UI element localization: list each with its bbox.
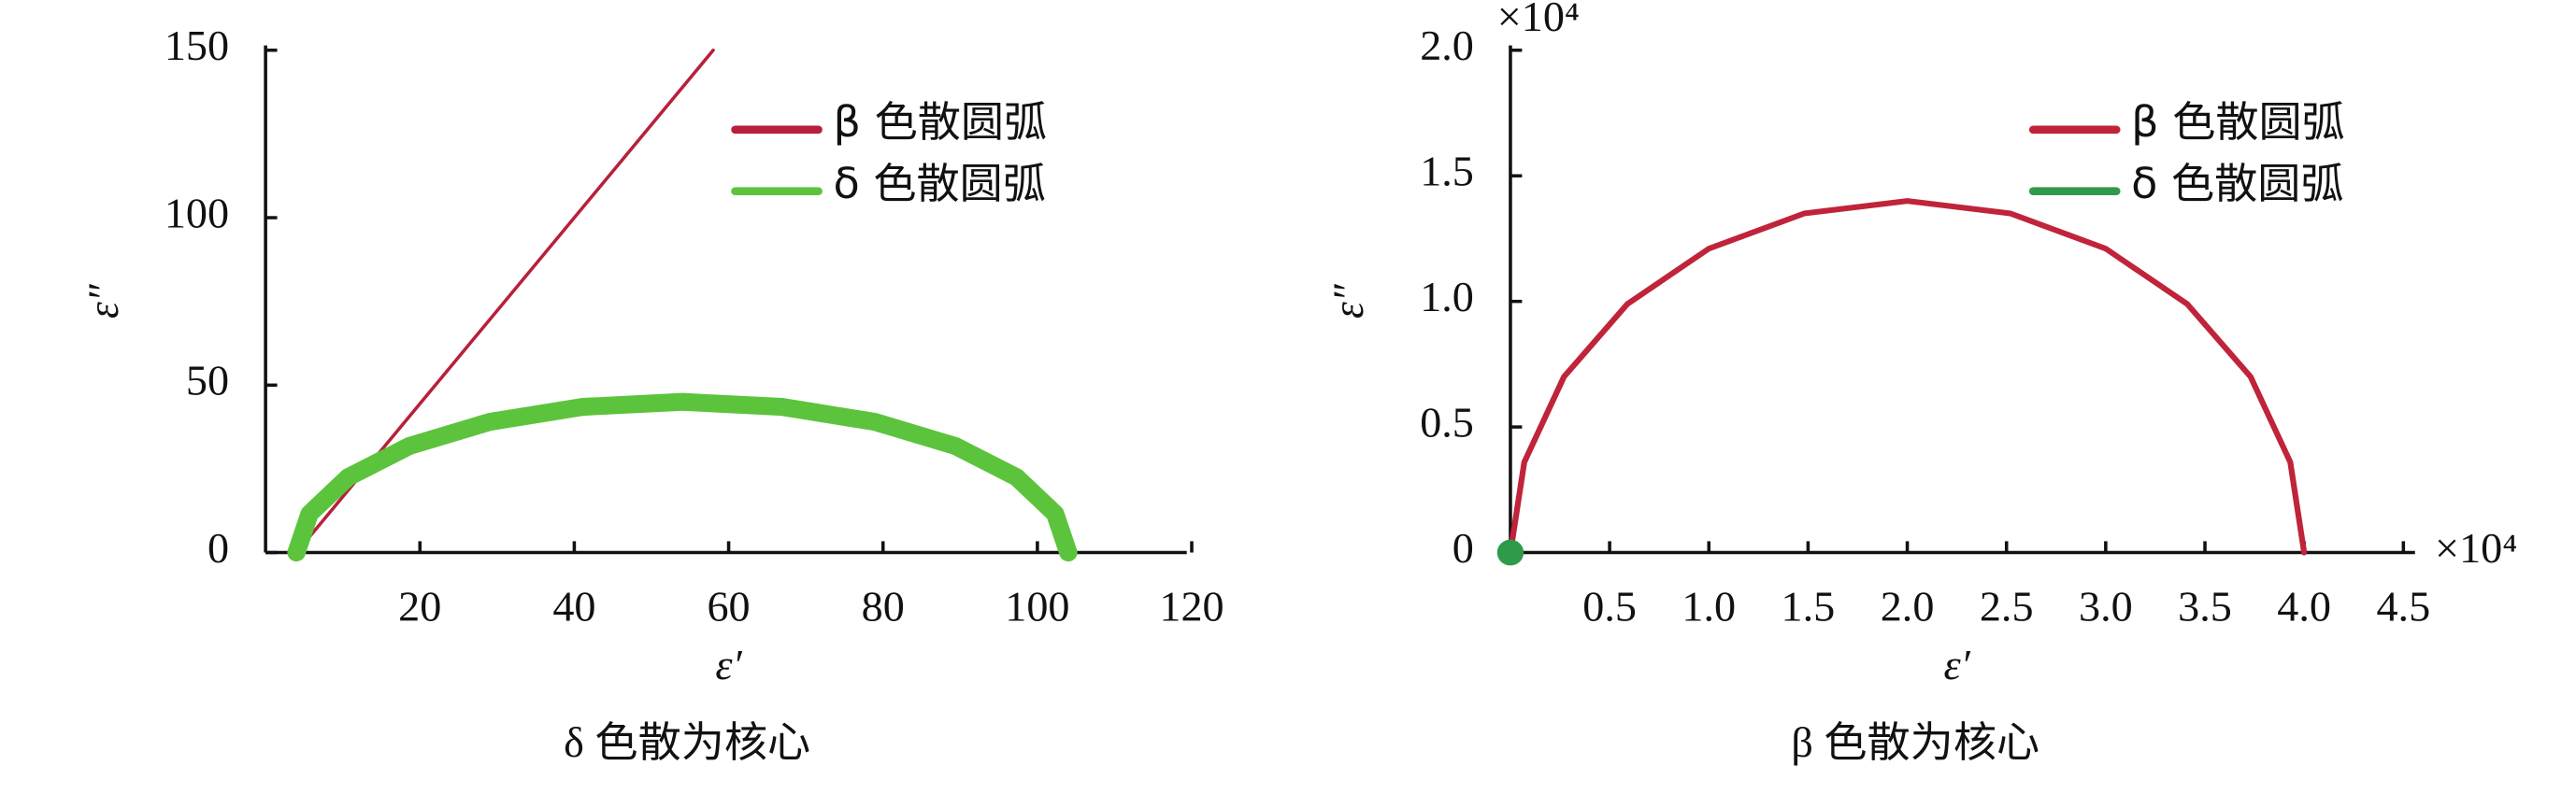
series-line (287, 392, 1078, 562)
y-tick-label: 0.5 (1420, 399, 1474, 446)
x-tick-label: 40 (552, 583, 595, 630)
x-tick-label: 3.0 (2079, 583, 2133, 630)
caption: δ 色散为核心 (564, 719, 810, 766)
x-tick-label: 1.5 (1782, 583, 1836, 630)
caption: β 色散为核心 (1791, 719, 2039, 766)
x-tick-label: 2.0 (1881, 583, 1935, 630)
x-tick-label: 3.5 (2178, 583, 2232, 630)
y-tick-label: 0 (1453, 524, 1474, 571)
legend-label: β 色散圆弧 (2131, 97, 2345, 146)
legend-label: δ 色散圆弧 (2131, 159, 2344, 207)
y-axis-label: ε″ (1324, 283, 1372, 319)
data-point (1496, 539, 1524, 566)
x-tick-label: 0.5 (1582, 583, 1637, 630)
x-tick-label: 1.0 (1682, 583, 1736, 630)
y-multiplier: ×10⁴ (1497, 0, 1580, 40)
x-axis-label: ε′ (715, 641, 742, 688)
y-tick-label: 1.0 (1420, 273, 1474, 319)
x-multiplier: ×10⁴ (2435, 524, 2517, 571)
x-tick-label: 4.5 (2376, 583, 2430, 630)
x-tick-label: 60 (707, 583, 750, 630)
y-axis-label: ε″ (79, 283, 128, 319)
y-tick-label: 50 (186, 357, 229, 404)
series-line (1507, 198, 2308, 556)
y-tick-label: 1.5 (1420, 148, 1474, 194)
x-tick-label: 100 (1005, 583, 1069, 630)
x-tick-label: 20 (398, 583, 441, 630)
x-tick-label: 4.0 (2277, 583, 2331, 630)
y-tick-label: 150 (165, 22, 229, 69)
y-tick-label: 2.0 (1420, 22, 1474, 69)
x-axis-label: ε′ (1943, 641, 1970, 688)
y-tick-label: 100 (165, 190, 229, 236)
legend-label: δ 色散圆弧 (833, 159, 1046, 207)
x-tick-label: 2.5 (1980, 583, 2034, 630)
legend-label: β 色散圆弧 (833, 97, 1047, 146)
x-tick-label: 120 (1159, 583, 1224, 630)
y-tick-label: 0 (208, 524, 229, 571)
x-tick-label: 80 (862, 583, 905, 630)
